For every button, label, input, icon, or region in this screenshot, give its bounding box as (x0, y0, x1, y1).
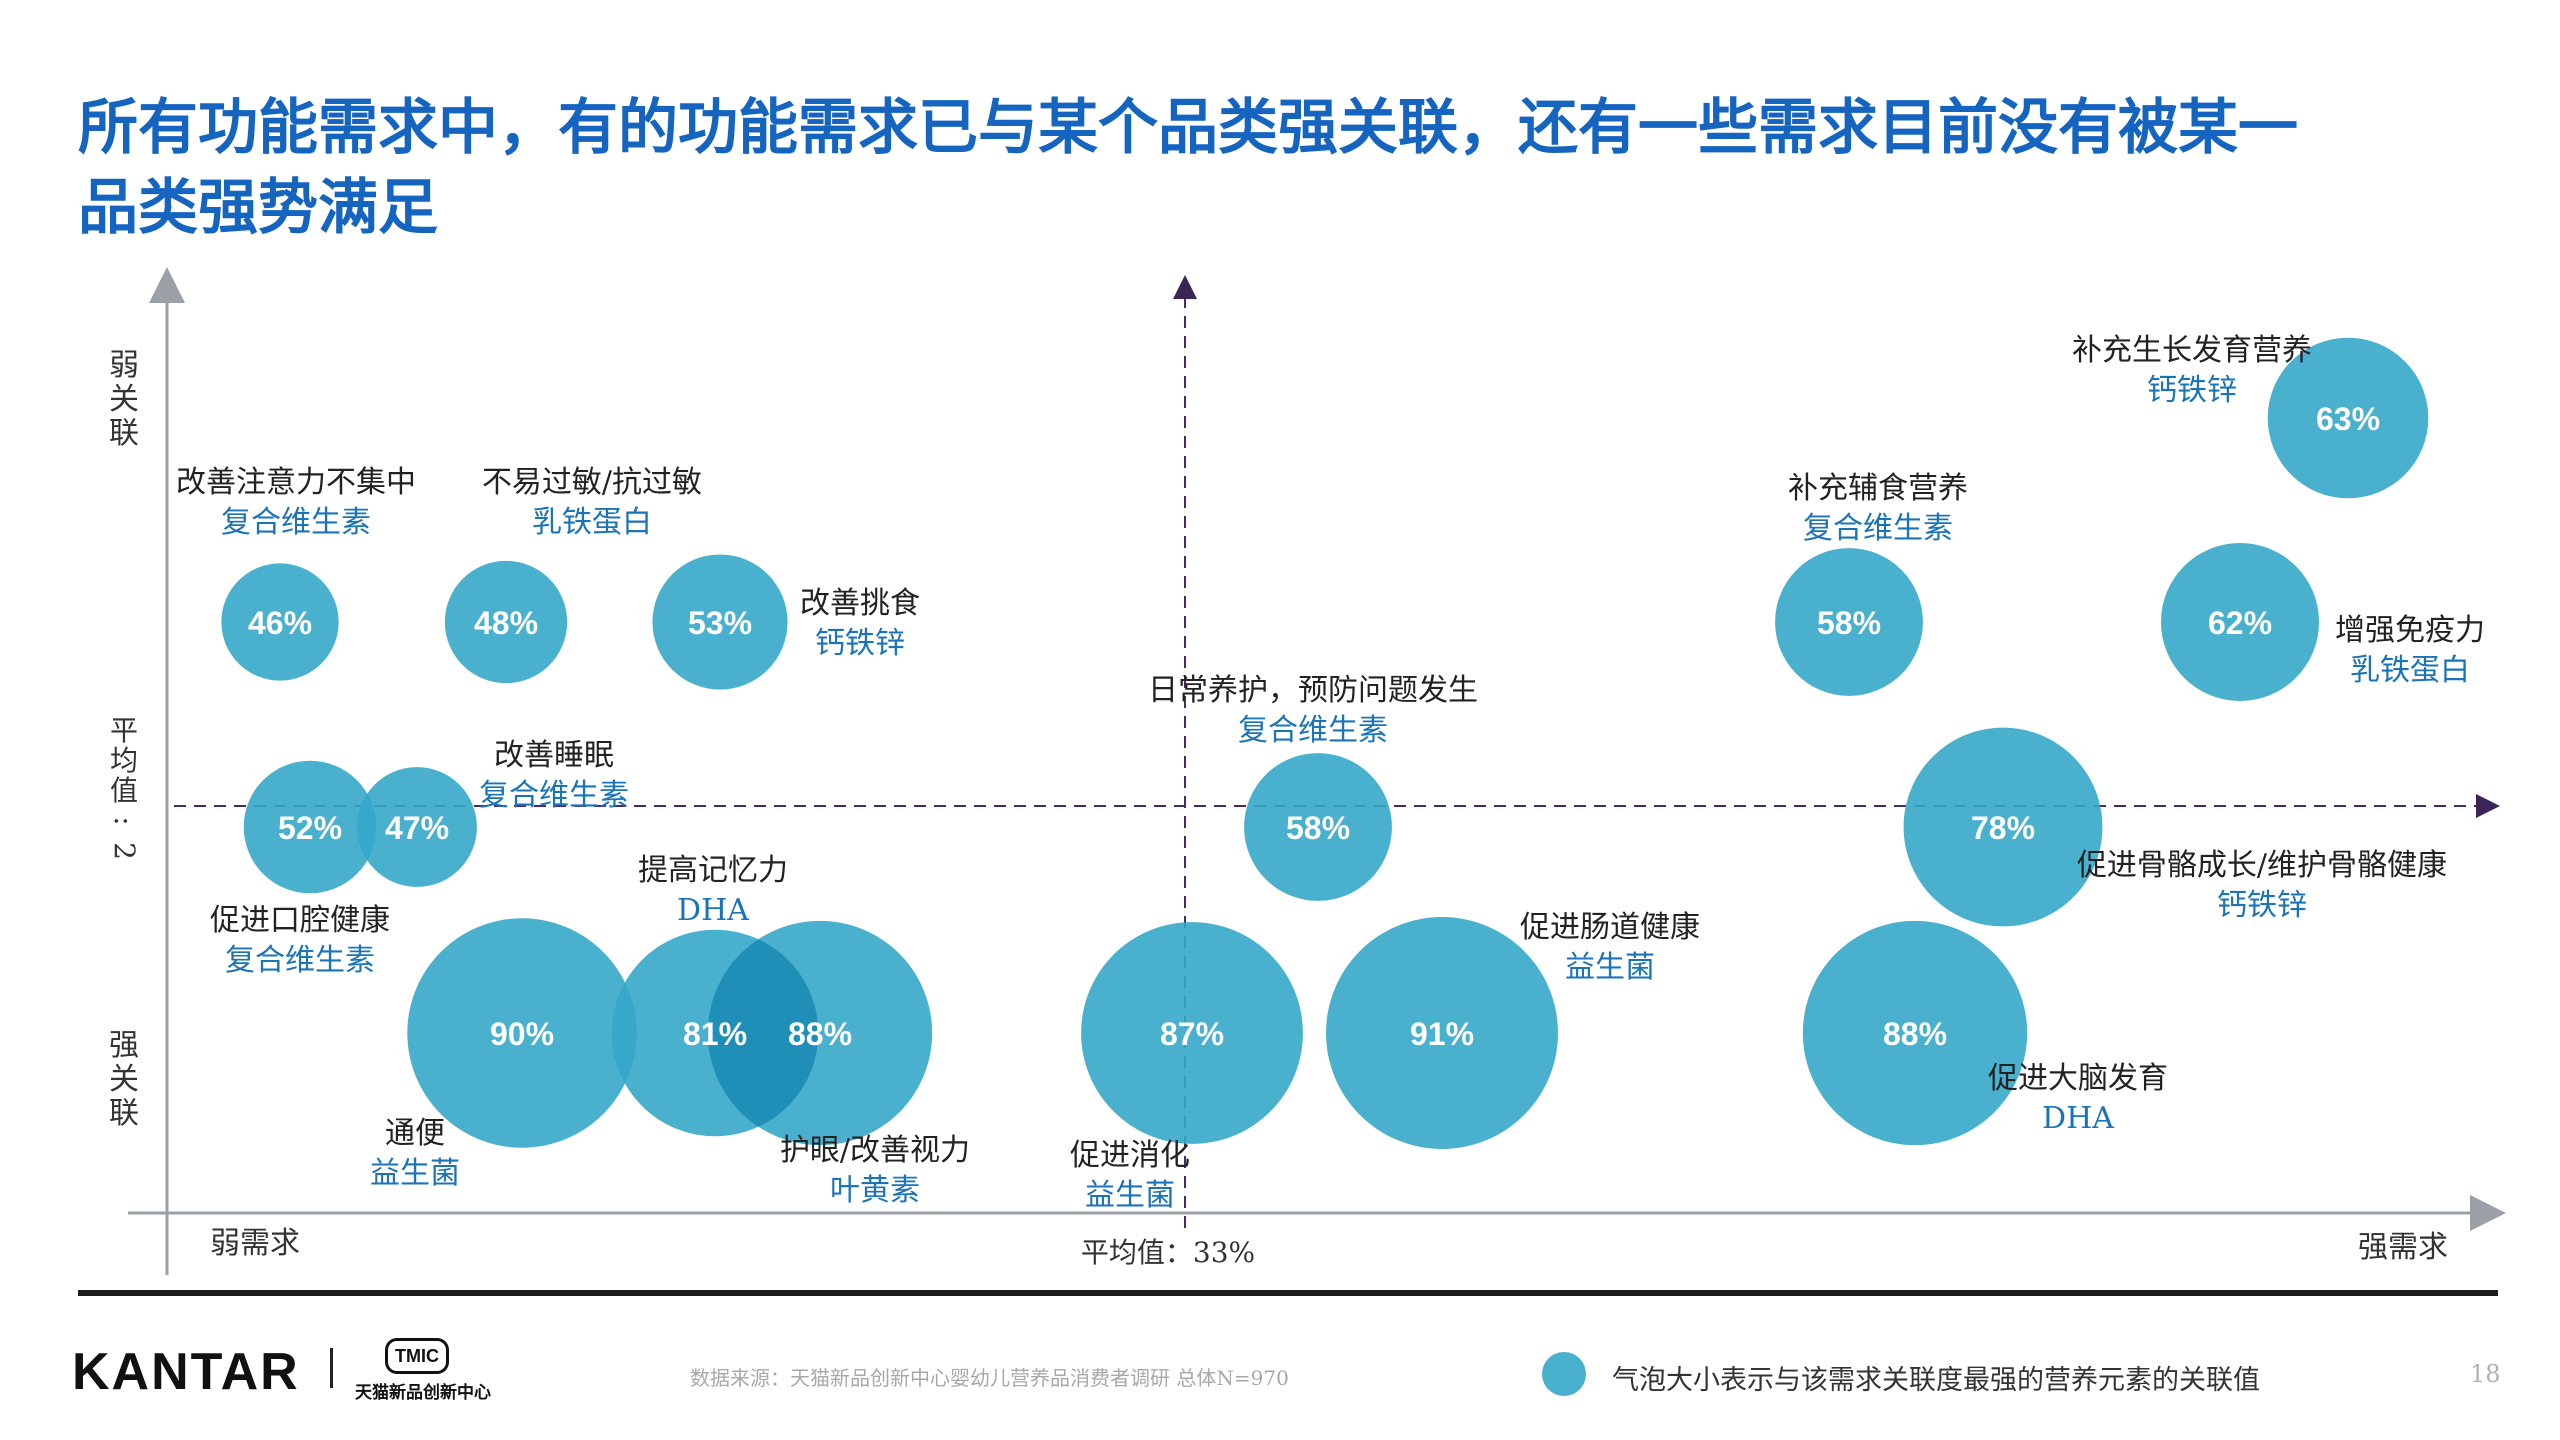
nutrient-label: 益生菌 (1565, 950, 1655, 985)
legend-text: 气泡大小表示与该需求关联度最强的营养元素的关联值 (1612, 1365, 2260, 1396)
bubble-value-label: 58% (1817, 605, 1881, 641)
need-label: 补充辅食营养 (1788, 471, 1968, 506)
y-axis-bottom-label-char: 强 (109, 1028, 139, 1063)
legend-bubble-icon (1542, 1352, 1586, 1396)
y-axis-top-label-char: 联 (109, 416, 139, 451)
nutrient-label: 叶黄素 (830, 1173, 920, 1208)
x-axis-right-label: 强需求 (2358, 1230, 2448, 1265)
nutrient-label: 乳铁蛋白 (532, 505, 652, 540)
bubble-value-label: 81% (683, 1016, 747, 1052)
bubble-value-label: 90% (490, 1016, 554, 1052)
bubble (221, 563, 339, 681)
bubbles (221, 337, 2429, 1149)
y-axis-bottom-label-char: 联 (109, 1096, 139, 1131)
bubble (357, 767, 477, 887)
bubble (1802, 920, 2028, 1146)
bubble-overlap (707, 929, 819, 1137)
need-label: 护眼/改善视力 (780, 1133, 970, 1168)
x-average-label: 平均值：33% (1081, 1236, 1255, 1269)
nutrient-label: 益生菌 (370, 1156, 460, 1191)
page-title: 所有功能需求中，有的功能需求已与某个品类强关联，还有一些需求目前没有被某一 品类… (78, 88, 2498, 248)
nutrient-label: 乳铁蛋白 (2350, 653, 2470, 688)
tmic-logo-text: 天猫新品创新中心 (355, 1383, 491, 1403)
nutrient-label: 复合维生素 (1803, 511, 1953, 546)
bubble-value-label: 88% (1883, 1016, 1947, 1052)
y-average-label-char: 平 (110, 714, 138, 747)
bubble (1081, 922, 1303, 1144)
bubble-value-label: 88% (788, 1016, 852, 1052)
bubble-value-label: 91% (1410, 1016, 1474, 1052)
bubble (1326, 917, 1558, 1149)
chart-axes (128, 267, 2506, 1275)
need-label: 促进口腔健康 (210, 903, 390, 938)
need-label: 促进骨骼成长/维护骨骼健康 (2077, 848, 2447, 883)
nutrient-label: 复合维生素 (479, 778, 629, 813)
x-axis-left-label: 弱需求 (210, 1226, 300, 1261)
nutrient-label: DHA (677, 893, 749, 928)
need-label: 不易过敏/抗过敏 (482, 465, 702, 500)
nutrient-label: 复合维生素 (1238, 713, 1388, 748)
y-average-label-char: 2 (108, 842, 141, 860)
y-axis-bottom-label-char: 关 (109, 1062, 139, 1097)
nutrient-label: 益生菌 (1085, 1178, 1175, 1213)
page-title-line2: 品类强势满足 (78, 173, 438, 243)
y-axis-top-label-char: 弱 (109, 348, 139, 383)
y-average-label-char: : (108, 816, 141, 825)
need-label: 改善挑食 (800, 586, 920, 621)
y-average-label-char: 均 (110, 744, 138, 777)
bubble-labels: 46%改善注意力不集中复合维生素48%不易过敏/抗过敏乳铁蛋白53%改善挑食钙铁… (176, 333, 2485, 1213)
bubble-value-label: 53% (688, 605, 752, 641)
tmic-logo: TMIC 天猫新品创新中心 (355, 1338, 491, 1403)
need-label: 促进大脑发育 (1988, 1061, 2168, 1096)
y-average-label: 平均值: 2 (108, 714, 141, 860)
bubble-value-label: 52% (278, 810, 342, 846)
bubble (1244, 753, 1392, 901)
need-label: 补充生长发育营养 (2072, 333, 2312, 368)
y-axis-top-label: 弱关联 (109, 348, 139, 451)
bubble (1775, 548, 1923, 696)
need-label: 提高记忆力 (638, 853, 788, 888)
bubble-value-label: 48% (474, 605, 538, 641)
bubble (243, 760, 377, 894)
nutrient-label: 复合维生素 (221, 505, 371, 540)
bubble-value-label: 47% (385, 810, 449, 846)
y-axis-bottom-label: 强关联 (109, 1028, 139, 1131)
y-average-label-char: 值 (110, 774, 138, 807)
need-label: 促进消化 (1070, 1138, 1190, 1173)
footer-divider (78, 1290, 2498, 1296)
need-label: 促进肠道健康 (1520, 910, 1700, 945)
y-axis-top-label-char: 关 (109, 382, 139, 417)
nutrient-label: 钙铁锌 (2147, 373, 2237, 408)
bubble-value-label: 78% (1971, 810, 2035, 846)
bubble (2160, 542, 2320, 702)
data-source-note: 数据来源：天猫新品创新中心婴幼儿营养品消费者调研 总体N=970 (690, 1366, 1289, 1390)
page-title-line1: 所有功能需求中，有的功能需求已与某个品类强关联，还有一些需求目前没有被某一 (78, 93, 2298, 163)
bubble-value-label: 62% (2208, 605, 2272, 641)
bubble (652, 554, 788, 690)
bubble (444, 560, 568, 684)
bubble (407, 918, 637, 1148)
bubble (2267, 337, 2429, 499)
need-label: 日常养护，预防问题发生 (1148, 673, 1478, 708)
bubble (1903, 727, 2103, 927)
page-number: 18 (2470, 1360, 2501, 1388)
need-label: 增强免疫力 (2335, 613, 2485, 648)
nutrient-label: DHA (2042, 1101, 2114, 1136)
need-label: 通便 (385, 1116, 445, 1151)
bubble-value-label: 58% (1286, 810, 1350, 846)
nutrient-label: 钙铁锌 (2217, 888, 2307, 923)
logo-separator (330, 1348, 333, 1388)
nutrient-label: 钙铁锌 (815, 626, 905, 661)
kantar-logo: KANTAR (72, 1343, 300, 1401)
tmic-badge: TMIC (385, 1338, 449, 1374)
bubble-value-label: 46% (248, 605, 312, 641)
nutrient-label: 复合维生素 (225, 943, 375, 978)
bubble-value-label: 63% (2316, 401, 2380, 437)
bubble-value-label: 87% (1160, 1016, 1224, 1052)
need-label: 改善注意力不集中 (176, 465, 416, 500)
need-label: 改善睡眠 (494, 738, 614, 773)
